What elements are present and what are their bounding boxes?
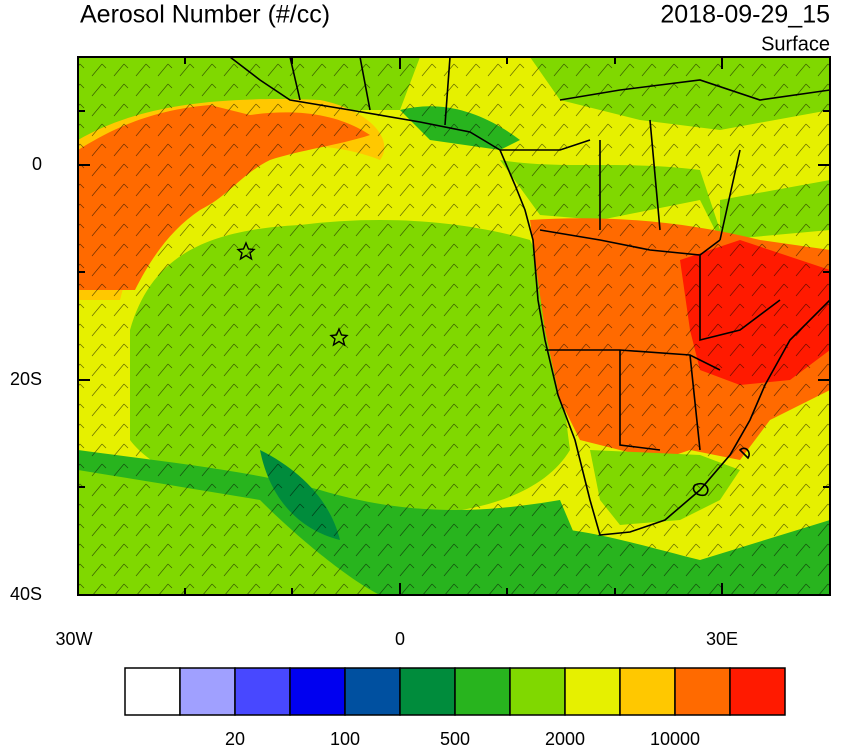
field (78, 57, 830, 595)
datetime: 2018-09-29_15 (660, 1, 830, 29)
coastline (229, 57, 830, 536)
lon-label: 0 (395, 629, 405, 649)
lat-label: 0 (32, 154, 42, 174)
colorbar-box (564, 667, 621, 716)
title: Aerosol Number (#/cc) (80, 1, 330, 29)
colorbar-label: 20 (225, 729, 245, 749)
colorbar: 20 100 500 2000 10000 (124, 667, 786, 749)
colorbar-box (344, 667, 401, 716)
colorbar-box (619, 667, 676, 716)
colorbar-box (289, 667, 346, 716)
wind-barbs (78, 57, 830, 595)
colorbar-box (399, 667, 456, 716)
colorbar-box (729, 667, 786, 716)
colorbar-label: 500 (440, 729, 470, 749)
colorbar-box (124, 667, 181, 716)
colorbar-box (509, 667, 566, 716)
colorbar-label: 100 (330, 729, 360, 749)
stars (236, 241, 349, 347)
lon-label: 30E (706, 629, 738, 649)
level: Surface (761, 33, 830, 55)
colorbar-label: 2000 (545, 729, 585, 749)
ticks (78, 57, 830, 595)
lon-label: 30W (55, 629, 92, 649)
map-frame (77, 56, 831, 596)
lat-label: 20S (10, 369, 42, 389)
colorbar-box (454, 667, 511, 716)
colorbar-label: 10000 (650, 729, 700, 749)
lat-label: 40S (10, 584, 42, 604)
colorbar-box (179, 667, 236, 716)
colorbar-box (674, 667, 731, 716)
colorbar-box (234, 667, 291, 716)
